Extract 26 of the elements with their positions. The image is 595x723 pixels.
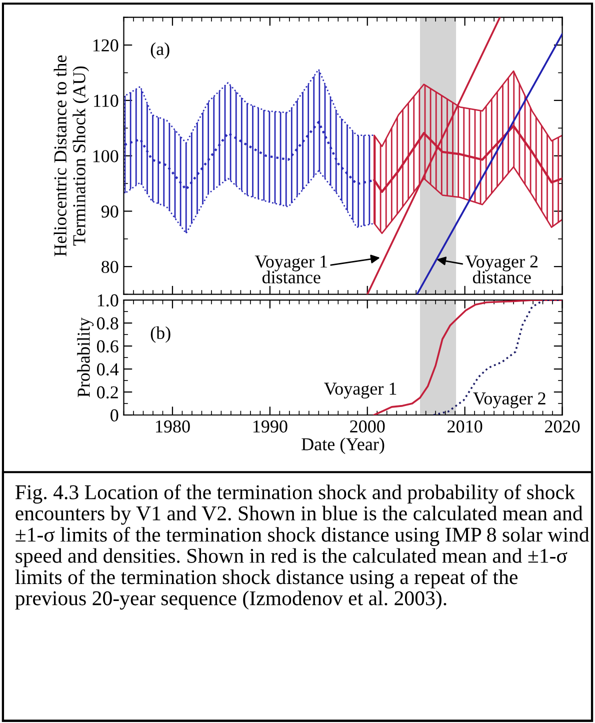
x-tick-label: 2000	[350, 420, 385, 433]
y-tick-label: 1.0	[98, 294, 118, 307]
y-tick-label: 80	[102, 260, 118, 274]
series-label: Voyager 2	[473, 392, 546, 408]
caption: Fig. 4.3 Location of the termination shock and probability of shock encounters by V1 and V2. Shown in blue is the calculated mean and ±1-σ limits of the termination shock distance using IMP 8 solar wind speed and densities. Shown in red is the calculated mean and ±1-σ limits of the termination shock distance using a repeat of the previous 20-year sequence (Izmodenov et al. 2003).	[15, 484, 590, 610]
annotation: Voyager 2 distance	[465, 255, 538, 284]
x-tick-label: 1980	[156, 420, 190, 433]
x-tick-label: 2020	[545, 420, 580, 433]
x-tick-label: 1990	[253, 420, 288, 433]
annotation: (a)	[150, 42, 170, 59]
y-tick-label: 0	[110, 409, 118, 422]
annotation: Voyager 1 distance	[254, 256, 327, 284]
y-tick-label: 100	[93, 150, 118, 162]
annotation: (b)	[150, 326, 170, 343]
y-tick-label: 0.4	[97, 363, 119, 376]
y-axis-title: Heliocentric Distance to the Termination Shock (AU)	[54, 55, 90, 256]
x-tick-label: 2010	[448, 420, 482, 433]
y-tick-label: 0.8	[97, 317, 118, 330]
y-axis-title: Probability	[77, 317, 94, 398]
series-label: Voyager 1	[324, 382, 396, 398]
y-tick-label: 110	[94, 94, 118, 107]
y-tick-label: 120	[93, 39, 118, 52]
x-axis-title: Date (Year)	[302, 438, 384, 454]
y-tick-label: 90	[101, 205, 118, 218]
y-tick-label: 0.2	[97, 386, 118, 399]
y-tick-label: 0.6	[97, 340, 118, 353]
